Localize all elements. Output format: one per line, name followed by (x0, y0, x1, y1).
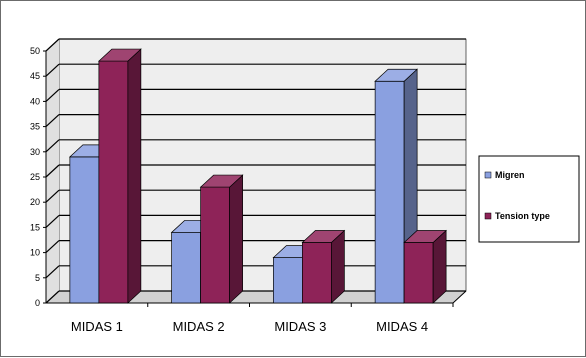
gridline-side (45, 265, 60, 279)
gridline-side (45, 164, 60, 178)
bar-tension-type-1 (97, 48, 142, 304)
y-tick-label: 40 (30, 96, 40, 106)
bar-side (229, 174, 243, 304)
bar-front (69, 156, 100, 304)
legend-label-tension-type: Tension type (495, 211, 550, 221)
x-axis-depth-line (452, 290, 467, 304)
bar-top (97, 48, 142, 62)
bar-side (331, 229, 345, 304)
bar-top (403, 230, 448, 243)
legend: Migren Tension type (478, 155, 580, 243)
bar-side (127, 48, 142, 304)
bar-front (273, 257, 303, 304)
bar-top (199, 174, 244, 188)
x-tick-label: MIDAS 2 (173, 319, 225, 334)
y-tick-label: 30 (30, 147, 40, 157)
bar-top (374, 68, 419, 82)
gridline-side (45, 88, 60, 102)
gridline-side (45, 139, 60, 153)
gridline-side (45, 214, 60, 228)
bar-front (98, 60, 129, 304)
bar-front (403, 242, 434, 304)
y-tick-label: 0 (35, 298, 40, 308)
gridline-side (45, 63, 60, 77)
gridline-side (45, 290, 60, 304)
legend-label-migren: Migren (495, 170, 525, 180)
gridline-side (45, 189, 60, 203)
bar-front (200, 186, 230, 304)
y-tick-label: 25 (30, 172, 40, 182)
y-tick-labels: 0 5 10 15 20 25 30 35 40 45 50 (30, 46, 40, 308)
plot-floor (46, 291, 466, 303)
y-tick-label: 20 (30, 197, 40, 207)
bar-top (301, 230, 346, 243)
bars (68, 48, 448, 304)
y-tick-label: 45 (30, 71, 40, 81)
gridline-side (45, 240, 60, 254)
y-tick-label: 5 (35, 273, 40, 283)
x-tick-label: MIDAS 1 (71, 319, 123, 334)
legend-swatch-migren (484, 171, 492, 179)
x-tick-labels: MIDAS 1 MIDAS 2 MIDAS 3 MIDAS 4 (71, 319, 428, 334)
legend-swatch-tension-type (484, 212, 492, 220)
gridline-side (45, 114, 60, 128)
legend-box (478, 155, 580, 243)
bar-tension-type-2 (199, 174, 244, 304)
y-tick-label: 10 (30, 248, 40, 258)
bar-tension-type-3 (301, 229, 346, 304)
bar-front (302, 242, 332, 304)
bar-front (171, 232, 201, 304)
x-tick-label: MIDAS 4 (376, 319, 428, 334)
y-tick-label: 50 (30, 46, 40, 56)
bar-front (374, 80, 405, 304)
x-tick-label: MIDAS 3 (274, 319, 326, 334)
y-tick-label: 35 (30, 122, 40, 132)
bar-tension-type-4 (403, 229, 448, 304)
gridline-side (45, 38, 60, 52)
bar-side (432, 229, 447, 304)
y-tick-label: 15 (30, 222, 40, 232)
